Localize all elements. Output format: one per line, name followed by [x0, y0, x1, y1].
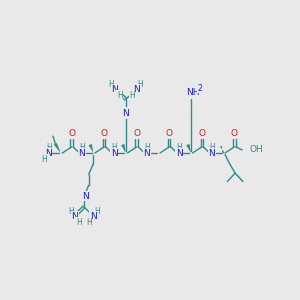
Text: O: O	[68, 129, 75, 138]
Text: H: H	[144, 143, 150, 152]
Text: N: N	[45, 148, 52, 158]
Text: N: N	[112, 85, 118, 94]
Text: H: H	[68, 207, 74, 216]
Text: H: H	[46, 143, 52, 152]
Text: H: H	[111, 143, 117, 152]
Polygon shape	[121, 144, 126, 153]
Text: N: N	[133, 85, 140, 94]
Text: H: H	[117, 91, 122, 100]
Text: H: H	[209, 143, 215, 152]
Text: O: O	[133, 129, 140, 138]
Text: N: N	[78, 148, 85, 158]
Text: N: N	[176, 148, 183, 158]
Text: 2: 2	[198, 84, 202, 93]
Text: N: N	[82, 192, 89, 201]
Text: N: N	[208, 148, 215, 158]
Polygon shape	[54, 143, 61, 153]
Polygon shape	[186, 144, 191, 153]
Text: N: N	[71, 212, 78, 221]
Polygon shape	[88, 144, 93, 153]
Text: H: H	[76, 218, 82, 227]
Text: H: H	[79, 143, 85, 152]
Text: O: O	[101, 129, 108, 138]
Text: N: N	[111, 148, 118, 158]
Text: H: H	[108, 80, 114, 89]
Text: N: N	[122, 109, 129, 118]
Text: N: N	[143, 148, 150, 158]
Text: O: O	[166, 129, 173, 138]
Text: H: H	[86, 218, 92, 227]
Text: H: H	[176, 143, 182, 152]
Text: OH: OH	[249, 146, 263, 154]
Text: NH: NH	[187, 88, 200, 98]
Text: N: N	[90, 212, 97, 221]
Text: H: H	[42, 155, 47, 164]
Text: O: O	[231, 129, 238, 138]
Text: H: H	[129, 91, 135, 100]
Text: H: H	[138, 80, 143, 89]
Text: O: O	[198, 129, 205, 138]
Text: H: H	[94, 207, 100, 216]
